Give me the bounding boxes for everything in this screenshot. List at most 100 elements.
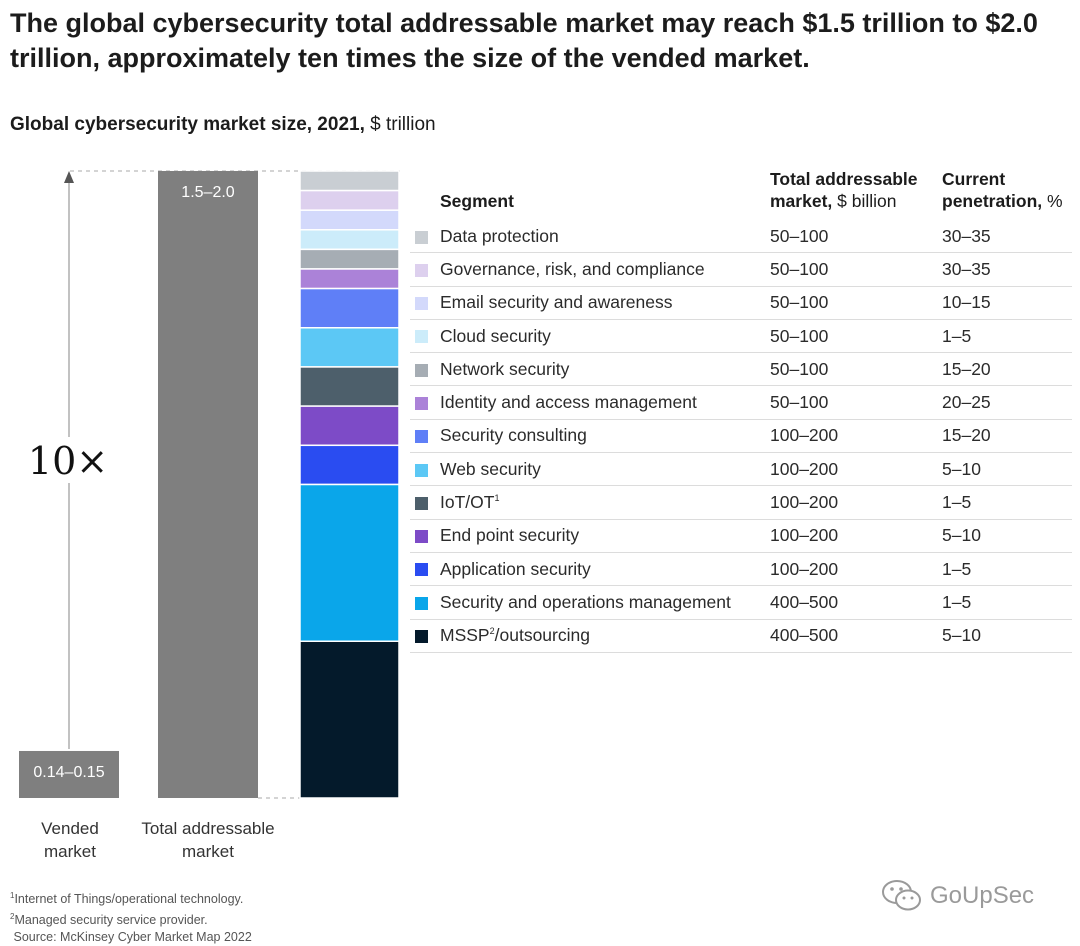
segment-penetration: 5–10 xyxy=(942,452,1072,487)
stack-segment-0 xyxy=(299,170,400,192)
segment-penetration: 1–5 xyxy=(942,585,1072,620)
legend-swatch xyxy=(415,563,428,577)
legend-swatch xyxy=(415,330,428,344)
segment-name: Email security and awareness xyxy=(440,286,770,320)
header-tam-line2: market, xyxy=(770,191,833,211)
subtitle-bold: Global cybersecurity market size, 2021, xyxy=(10,114,365,135)
header-pen-line1: Current xyxy=(942,169,1006,189)
segment-tam: 100–200 xyxy=(770,485,942,520)
x-category-vended: Vended market xyxy=(10,817,130,863)
legend-swatch xyxy=(415,463,428,477)
x-category-tam-line2: market xyxy=(182,842,234,861)
header-tam-unit: $ billion xyxy=(832,191,897,211)
segment-table-body: Data protection 50–100 30–35 Governance, ri… xyxy=(410,220,1072,653)
segment-penetration: 15–20 xyxy=(942,352,1072,387)
segment-table: Segment Total addressable market, $ billi… xyxy=(410,168,1072,653)
header-segment: Segment xyxy=(440,191,514,211)
chart-svg: 0.14–0.15 1.5–2.0 10× xyxy=(19,170,400,799)
legend-swatch xyxy=(415,596,428,610)
segment-tam: 50–100 xyxy=(770,319,942,354)
segment-penetration: 10–15 xyxy=(942,286,1072,320)
chart-subtitle: Global cybersecurity market size, 2021, … xyxy=(10,114,436,136)
segment-penetration: 30–35 xyxy=(942,252,1072,287)
segment-tam: 50–100 xyxy=(770,252,942,287)
headline: The global cybersecurity total addressab… xyxy=(10,8,1038,73)
footnotes: 1Internet of Things/operational technolo… xyxy=(10,887,252,946)
legend-swatch xyxy=(415,530,428,544)
segment-tam: 100–200 xyxy=(770,452,942,487)
segment-tam: 100–200 xyxy=(770,419,942,454)
stack-segment-2 xyxy=(299,209,400,231)
segment-row: Security consulting 100–200 15–20 xyxy=(410,419,1072,454)
bar-vended-market xyxy=(19,750,119,798)
segment-row: MSSP2/outsourcing 400–500 5–10 xyxy=(410,619,1072,653)
segment-penetration: 30–35 xyxy=(942,220,1072,254)
stack-segment-6 xyxy=(299,287,400,329)
segment-row: Email security and awareness 50–100 10–15 xyxy=(410,286,1072,320)
x-category-vended-line2: market xyxy=(44,842,96,861)
watermark-text: GoUpSec xyxy=(930,882,1035,909)
segment-name: IoT/OT1 xyxy=(440,485,770,520)
segment-tam: 100–200 xyxy=(770,519,942,553)
multiplier-label: 10× xyxy=(28,439,108,483)
segment-tam: 400–500 xyxy=(770,619,942,653)
segment-name: Web security xyxy=(440,452,770,487)
segment-tam: 50–100 xyxy=(770,286,942,320)
stack-segment-3 xyxy=(299,229,400,251)
bar-label-vended: 0.14–0.15 xyxy=(33,764,104,781)
header-pen-unit: % xyxy=(1042,191,1063,211)
segment-name: End point security xyxy=(440,519,770,553)
segment-penetration: 1–5 xyxy=(942,319,1072,354)
legend-swatch xyxy=(415,297,428,311)
source-note: Source: McKinsey Cyber Market Map 2022 xyxy=(13,930,252,945)
x-category-vended-line1: Vended xyxy=(41,819,99,838)
stack-segment-9 xyxy=(299,405,400,447)
stack-segment-8 xyxy=(299,366,400,407)
segment-row: End point security 100–200 5–10 xyxy=(410,519,1072,553)
segment-name: MSSP2/outsourcing xyxy=(440,619,770,653)
header-pen-line2: penetration, xyxy=(942,191,1043,211)
stack-segment-7 xyxy=(299,327,400,368)
segment-tam: 50–100 xyxy=(770,220,942,254)
segment-row: IoT/OT1 100–200 1–5 xyxy=(410,485,1072,520)
watermark: GoUpSec xyxy=(880,878,1034,914)
segment-penetration: 20–25 xyxy=(942,385,1072,420)
footnote-2: 2Managed security service provider. xyxy=(10,912,208,928)
segment-name: Security and operations management xyxy=(440,585,770,620)
segment-name: Identity and access management xyxy=(440,385,770,420)
stack-segment-11 xyxy=(299,483,400,642)
segment-row: Cloud security 50–100 1–5 xyxy=(410,319,1072,354)
segment-row: Data protection 50–100 30–35 xyxy=(410,220,1072,254)
legend-swatch xyxy=(415,630,428,644)
legend-swatch xyxy=(415,430,428,444)
legend-swatch xyxy=(415,496,428,510)
segment-row: Application security 100–200 1–5 xyxy=(410,552,1072,587)
growth-arrow-head xyxy=(64,171,74,183)
bar-total-addressable-market xyxy=(158,171,258,798)
segment-penetration: 5–10 xyxy=(942,519,1072,553)
stack-segment-1 xyxy=(299,189,400,211)
segment-penetration: 15–20 xyxy=(942,419,1072,454)
segment-row: Network security 50–100 15–20 xyxy=(410,352,1072,387)
segment-tam: 100–200 xyxy=(770,552,942,587)
legend-swatch xyxy=(415,397,428,410)
legend-swatch xyxy=(415,230,428,244)
segment-row: Identity and access management 50–100 20–2… xyxy=(410,385,1072,420)
segment-name: Governance, risk, and compliance xyxy=(440,252,770,287)
segment-name: Application security xyxy=(440,552,770,587)
footnote-1: 1Internet of Things/operational technolo… xyxy=(10,891,244,907)
segment-row: Governance, risk, and compliance 50–100 30… xyxy=(410,252,1072,287)
segment-name: Security consulting xyxy=(440,419,770,454)
header-tam-line1: Total addressable xyxy=(770,169,918,189)
segment-name: Network security xyxy=(440,352,770,387)
stack-segment-4 xyxy=(299,248,400,270)
legend-swatch xyxy=(415,363,428,377)
segment-name: Data protection xyxy=(440,220,770,254)
subtitle-unit: $ trillion xyxy=(364,114,436,135)
segment-name: Cloud security xyxy=(440,319,770,354)
segment-row: Web security 100–200 5–10 xyxy=(410,452,1072,487)
segment-table-header: Segment Total addressable market, $ billi… xyxy=(410,168,1072,220)
bar-label-tam: 1.5–2.0 xyxy=(181,184,234,201)
segment-tam: 50–100 xyxy=(770,352,942,387)
segment-row: Security and operations management 400–50… xyxy=(410,585,1072,620)
